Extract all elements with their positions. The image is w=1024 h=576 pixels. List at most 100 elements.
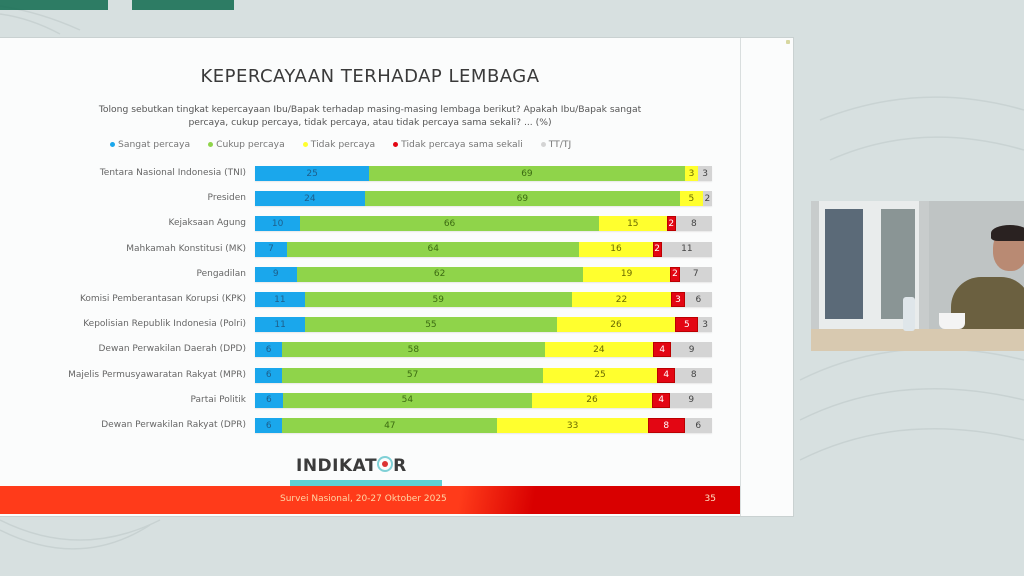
bar-segment-cukup: 54 bbox=[282, 392, 532, 408]
legend-label: TT/TJ bbox=[548, 139, 572, 150]
category-label: Dewan Perwakilan Daerah (DPD) bbox=[98, 344, 247, 355]
legend-swatch-icon bbox=[110, 142, 115, 147]
bar-segment-cukup: 55 bbox=[305, 317, 557, 333]
bar-segment-tidak: 24 bbox=[544, 342, 654, 358]
bar-segment-sama-sekali: 2 bbox=[670, 266, 680, 282]
category-label: Majelis Permusyawaratan Rakyat (MPR) bbox=[68, 369, 246, 380]
slide-divider bbox=[740, 38, 741, 516]
category-label: Partai Politik bbox=[190, 394, 247, 405]
bar-segment-tidak: 33 bbox=[497, 418, 648, 433]
stacked-bar: 6 57 25 4 8 bbox=[255, 367, 712, 383]
bar-segment-tidak: 16 bbox=[579, 241, 653, 257]
bar-segment-tidak: 19 bbox=[582, 266, 671, 282]
bar-segment-sangat: 9 bbox=[255, 266, 297, 282]
stacked-bar: 11 59 22 3 6 bbox=[255, 292, 712, 307]
bar-segment-cukup: 47 bbox=[282, 418, 498, 433]
stacked-bar: 6 58 24 4 9 bbox=[255, 342, 712, 358]
stacked-bar: 7 64 16 2 11 bbox=[255, 241, 712, 257]
bar-segment-tidak: 15 bbox=[598, 216, 667, 232]
bar-segment-tt: 6 bbox=[684, 292, 712, 307]
bar-segment-tt: 9 bbox=[670, 392, 712, 408]
stacked-bar: 6 54 26 4 9 bbox=[255, 392, 712, 408]
chart-row: Presiden 24 69 5 2 bbox=[0, 191, 740, 209]
stacked-bar: 10 66 15 2 8 bbox=[255, 216, 712, 232]
video-person-hair bbox=[991, 225, 1024, 241]
bar-segment-tt: 8 bbox=[675, 216, 712, 232]
category-label: Kejaksaan Agung bbox=[168, 218, 247, 229]
bar-segment-sangat: 10 bbox=[255, 216, 301, 232]
legend-label: Sangat percaya bbox=[118, 139, 191, 150]
bar-segment-sangat: 6 bbox=[255, 342, 283, 358]
bar-segment-sangat: 11 bbox=[255, 292, 305, 307]
cropped-header-text bbox=[0, 0, 300, 10]
bar-segment-cukup: 62 bbox=[296, 266, 583, 282]
legend-item: Cukup percaya bbox=[208, 139, 285, 150]
bar-segment-tidak: 26 bbox=[556, 317, 676, 333]
bar-segment-cukup: 69 bbox=[364, 191, 680, 207]
slide-corner-marker bbox=[786, 40, 790, 44]
video-water-bottle bbox=[903, 297, 915, 331]
bar-segment-tt: 3 bbox=[698, 166, 712, 181]
bar-segment-sangat: 25 bbox=[255, 166, 370, 181]
video-cabinet-glass bbox=[825, 209, 863, 319]
bar-segment-tt: 9 bbox=[671, 342, 712, 358]
category-label: Kepolisian Republik Indonesia (Polri) bbox=[83, 319, 246, 330]
logo-text-suffix: R bbox=[393, 456, 407, 476]
stacked-bar: 25 69 3 3 bbox=[255, 166, 712, 181]
bar-segment-sama-sekali: 4 bbox=[657, 367, 676, 383]
chart-row: Tentara Nasional Indonesia (TNI) 25 69 3 3 bbox=[0, 166, 740, 184]
footer-survey-text: Survei Nasional, 20-27 Oktober 2025 bbox=[280, 494, 447, 504]
bar-segment-sangat: 6 bbox=[255, 367, 283, 383]
indikator-logo: INDIKAT R bbox=[296, 456, 407, 476]
category-label: Dewan Perwakilan Rakyat (DPR) bbox=[101, 420, 246, 430]
legend-item: TT/TJ bbox=[540, 139, 572, 150]
bar-segment-cukup: 58 bbox=[282, 342, 545, 358]
legend-label: Cukup percaya bbox=[216, 139, 285, 150]
logo-text-prefix: INDIKAT bbox=[296, 456, 378, 476]
stacked-bar: 6 47 33 8 6 bbox=[255, 418, 712, 433]
legend-label: Tidak percaya bbox=[310, 139, 376, 150]
bar-segment-tt: 8 bbox=[675, 367, 712, 383]
legend-swatch-icon bbox=[208, 142, 214, 147]
bar-segment-sangat: 7 bbox=[255, 241, 287, 257]
bar-segment-tidak: 25 bbox=[542, 367, 658, 383]
category-label: Komisi Pemberantasan Korupsi (KPK) bbox=[79, 294, 246, 304]
bar-segment-tt: 7 bbox=[679, 266, 712, 282]
bar-segment-sama-sekali: 4 bbox=[651, 392, 671, 408]
chart-row: Kejaksaan Agung 10 66 15 2 8 bbox=[0, 216, 740, 234]
bar-segment-cukup: 66 bbox=[300, 216, 599, 232]
bar-segment-sama-sekali: 8 bbox=[647, 418, 685, 433]
stacked-bar: 9 62 19 2 7 bbox=[255, 266, 712, 282]
bar-segment-tt: 3 bbox=[698, 317, 712, 333]
chart-title: KEPERCAYAAN TERHADAP LEMBAGA bbox=[200, 66, 540, 87]
video-cup bbox=[939, 313, 965, 329]
chart-row: Dewan Perwakilan Daerah (DPD) 6 58 24 4 9 bbox=[0, 342, 740, 360]
bar-segment-sama-sekali: 2 bbox=[652, 241, 662, 257]
stacked-bar: 11 55 26 5 3 bbox=[255, 317, 712, 333]
bar-segment-sangat: 24 bbox=[255, 191, 365, 207]
legend-swatch-icon bbox=[393, 142, 399, 147]
presentation-slide: KEPERCAYAAN TERHADAP LEMBAGA Tolong sebu… bbox=[0, 38, 793, 516]
chart-row: Dewan Perwakilan Rakyat (DPR) 6 47 33 8 6 bbox=[0, 418, 740, 436]
bar-segment-sama-sekali: 4 bbox=[653, 342, 672, 358]
logo-target-icon bbox=[377, 456, 394, 472]
bar-segment-cukup: 64 bbox=[286, 241, 580, 257]
bar-segment-cukup: 57 bbox=[282, 367, 543, 383]
legend-swatch-icon bbox=[540, 142, 546, 147]
bar-segment-sangat: 6 bbox=[255, 392, 283, 408]
video-table bbox=[811, 329, 1024, 351]
chart-row: Komisi Pemberantasan Korupsi (KPK) 11 59 22… bbox=[0, 292, 740, 310]
chart-row: Pengadilan 9 62 19 2 7 bbox=[0, 266, 740, 285]
chart-row: Mahkamah Konstitusi (MK) 7 64 16 2 11 bbox=[0, 241, 740, 260]
category-label: Pengadilan bbox=[196, 268, 246, 279]
bar-segment-tt: 6 bbox=[684, 418, 712, 433]
legend-swatch-icon bbox=[302, 142, 308, 147]
bar-segment-sama-sekali: 5 bbox=[675, 317, 699, 333]
category-label: Presiden bbox=[207, 193, 246, 204]
survey-question: Tolong sebutkan tingkat kepercayaan Ibu/… bbox=[98, 104, 642, 128]
bar-segment-cukup: 69 bbox=[369, 166, 685, 181]
legend-label: Tidak percaya sama sekali bbox=[401, 139, 523, 150]
page-number: 35 bbox=[704, 494, 716, 504]
category-label: Mahkamah Konstitusi (MK) bbox=[126, 243, 246, 254]
slide-footer: Survei Nasional, 20-27 Oktober 2025 35 bbox=[0, 486, 740, 514]
